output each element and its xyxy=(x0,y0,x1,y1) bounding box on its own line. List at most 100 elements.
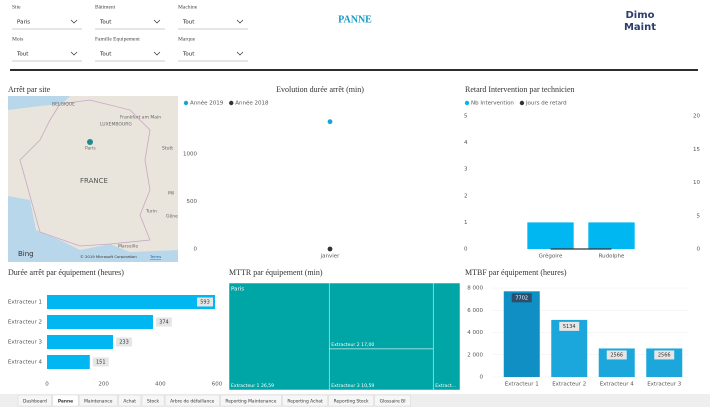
tab-label[interactable]: Stock xyxy=(147,398,160,404)
map-label: Mil xyxy=(168,191,174,197)
value-label: 593 xyxy=(200,300,210,306)
legend-marker xyxy=(519,100,525,106)
y-tick-label: 4 xyxy=(464,140,468,146)
panel-title: Arrêt par site xyxy=(8,85,51,94)
bar xyxy=(503,291,540,377)
map-label: Marseille xyxy=(118,244,138,250)
y-tick-label: 1 xyxy=(464,220,468,226)
legend-label: Année 2018 xyxy=(235,100,269,107)
x-tick-label: janvier xyxy=(320,254,341,260)
map-brand: Bing xyxy=(18,250,34,258)
value-label-box xyxy=(654,350,675,360)
tab[interactable] xyxy=(282,394,328,407)
dropdown-chevron xyxy=(70,51,78,56)
y-tick-label: 6 000 xyxy=(467,308,483,314)
y-tick-label: 500 xyxy=(187,199,198,205)
filter-label: Bâtiment xyxy=(95,4,116,10)
dropdown-value: Tout xyxy=(99,52,112,58)
dropdown-value: Tout xyxy=(182,52,195,58)
map-label: BELGIQUE xyxy=(52,102,75,108)
value-label-box xyxy=(559,321,580,331)
tab-label[interactable]: Achat xyxy=(123,398,136,404)
map-label: Frankfurt am Main xyxy=(120,115,161,121)
y-tick-label: Extracteur 1 xyxy=(8,300,42,306)
dropdown-value: Paris xyxy=(17,20,30,26)
legend-label: Année 2019 xyxy=(190,100,224,107)
dropdown[interactable] xyxy=(178,47,248,61)
dropdown-chevron xyxy=(70,19,78,24)
dropdown[interactable] xyxy=(95,47,165,61)
value-label-box xyxy=(511,293,532,303)
tab[interactable] xyxy=(164,394,220,407)
treemap-label: Extracteur 3 10,59 xyxy=(331,383,374,389)
tab-label[interactable]: Dashboard xyxy=(23,398,47,404)
tab-label[interactable]: Reporting Stock xyxy=(334,398,369,404)
y-tick-label: Extracteur 4 xyxy=(8,360,43,366)
tab[interactable] xyxy=(118,394,142,407)
tab-label[interactable]: Maintenance xyxy=(84,398,113,404)
legend-marker xyxy=(183,100,189,106)
y2-tick-label: 20 xyxy=(693,114,700,120)
dropdown[interactable] xyxy=(95,15,165,29)
tab-label[interactable]: Arbre de défaillance xyxy=(170,397,215,404)
value-label-box xyxy=(197,297,214,307)
dropdown-chevron xyxy=(153,19,161,24)
filter-label: Mois xyxy=(12,36,23,42)
dropdown[interactable] xyxy=(12,15,82,29)
dropdown-value: Tout xyxy=(182,20,195,26)
tab[interactable] xyxy=(52,394,79,407)
map xyxy=(8,96,178,262)
dropdown[interactable] xyxy=(12,47,82,61)
tab[interactable] xyxy=(374,394,411,407)
tab-label[interactable]: Reporting Achat xyxy=(287,398,323,404)
bar xyxy=(527,222,574,249)
tab-label[interactable]: Reporting Maintenance xyxy=(225,398,276,404)
treemap-name: Extract... xyxy=(435,383,456,389)
x-tick-label: 0 xyxy=(45,382,49,388)
tab[interactable] xyxy=(328,394,374,407)
map-terms[interactable]: Terms xyxy=(149,254,161,259)
tab[interactable] xyxy=(17,394,53,407)
value-label: 7702 xyxy=(515,295,528,301)
treemap-value: 10,59 xyxy=(361,383,374,389)
value-label-box xyxy=(116,337,133,347)
chart-title: Durée arrêt par équipement (heures) xyxy=(8,268,124,277)
x-tick-label: 200 xyxy=(98,382,109,388)
point xyxy=(327,246,333,252)
treemap-group: Paris xyxy=(231,287,244,293)
y2-tick-label: 0 xyxy=(697,247,701,253)
y-tick-label: 2 xyxy=(464,193,468,199)
site-marker[interactable] xyxy=(87,139,93,145)
y-tick-label: 8 000 xyxy=(467,286,483,292)
legend-label: Nb Intervention xyxy=(471,101,514,107)
dropdown-value: Tout xyxy=(99,20,112,26)
tab-label[interactable]: Glossaire BI xyxy=(380,398,406,404)
bar xyxy=(47,295,216,309)
value-label-box xyxy=(92,357,109,367)
y-tick-label: 1000 xyxy=(183,152,197,158)
treemap-cell xyxy=(432,282,461,391)
y-tick-label: 0 xyxy=(480,375,484,381)
dropdown[interactable] xyxy=(178,15,248,29)
tab[interactable] xyxy=(141,394,165,407)
legend-marker xyxy=(229,100,234,106)
tab[interactable] xyxy=(78,394,118,407)
map-label: LUXEMBOURG xyxy=(100,122,132,128)
x-tick-label: Extracteur 2 xyxy=(552,382,586,388)
value-label-box xyxy=(606,350,627,360)
chart-title: MTTR par équipement (min) xyxy=(229,268,323,277)
treemap-value: 17,00 xyxy=(361,341,374,347)
map-label: Gêne xyxy=(166,213,178,220)
treemap-label: Extract... xyxy=(435,383,456,389)
bar xyxy=(47,335,114,349)
value-label: 5134 xyxy=(563,324,576,330)
dropdown-chevron xyxy=(236,19,244,24)
map-label: FRANCE xyxy=(80,177,108,185)
treemap-cell xyxy=(228,282,330,391)
page-title: PANNE xyxy=(338,14,372,25)
legend-marker xyxy=(464,100,470,106)
tab[interactable] xyxy=(220,394,282,407)
filter-label: Machine xyxy=(178,4,198,10)
tab-label[interactable]: Panne xyxy=(58,398,73,404)
